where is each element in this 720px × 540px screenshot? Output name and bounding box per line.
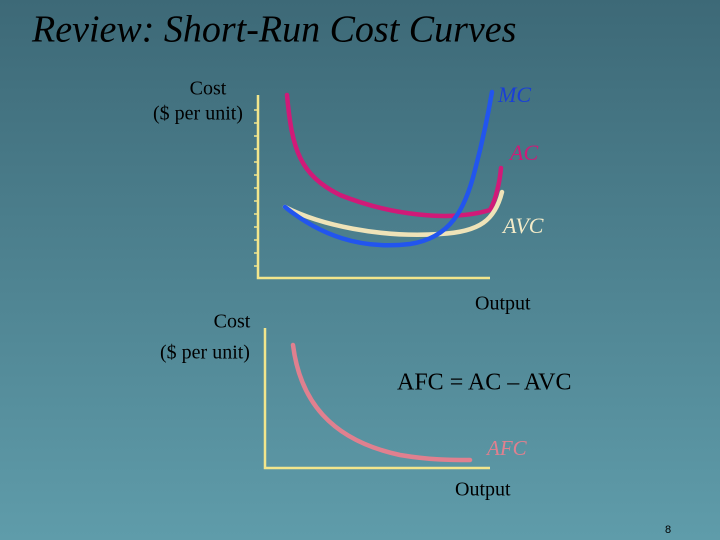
mc-curve [282,89,495,248]
formula: AFC = AC – AVC [397,370,572,396]
avc-curve [282,189,505,237]
curve-label: MC [497,82,531,107]
page-number: 8 [665,524,671,536]
curve-label: AVC [501,213,544,238]
y-label: ($ per unit) [160,342,250,364]
axes [256,95,490,280]
x-label: Output [475,293,531,315]
curve-label: AC [508,140,538,165]
x-label: Output [455,479,511,501]
tick-marks [254,109,258,267]
ac-curve [284,92,504,219]
title: Review: Short-Run Cost Curves [31,9,516,51]
y-label: Cost [190,78,227,100]
afc-curve [290,342,473,463]
y-label: ($ per unit) [153,103,243,125]
axes [263,328,490,470]
y-label: Cost [214,311,251,333]
curve-label: AFC [485,436,528,460]
